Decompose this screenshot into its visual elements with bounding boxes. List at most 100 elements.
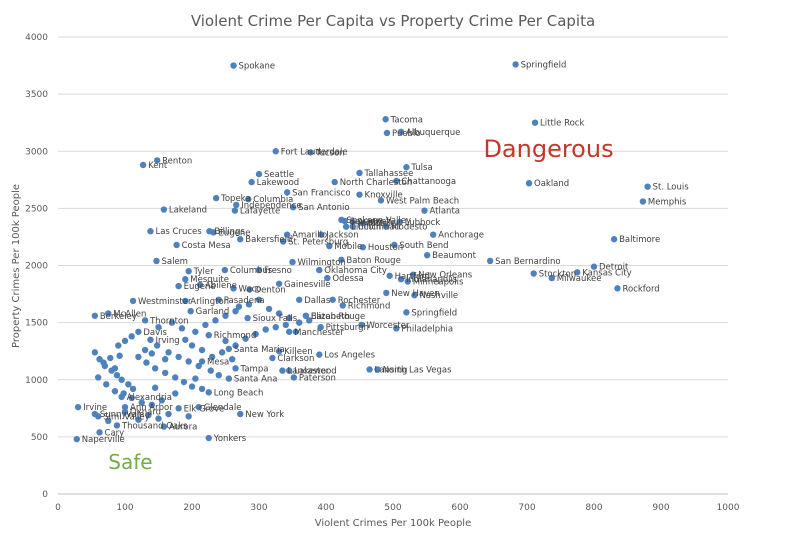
data-point bbox=[100, 359, 107, 366]
data-label: Lubbock bbox=[405, 218, 441, 228]
data-label: Spokane bbox=[239, 62, 276, 72]
data-label: Kansas City bbox=[582, 268, 631, 278]
data-label: Rockford bbox=[622, 284, 659, 294]
data-point bbox=[272, 323, 279, 331]
data-point bbox=[231, 207, 239, 214]
data-point bbox=[316, 351, 323, 358]
data-label: Amarillo bbox=[292, 231, 327, 241]
data-label: Rochester bbox=[338, 296, 381, 306]
data-point bbox=[135, 416, 142, 423]
data-point bbox=[252, 330, 259, 338]
x-axis-label: Violent Crimes Per 100k People bbox=[315, 518, 471, 529]
data-point bbox=[403, 164, 410, 171]
data-point bbox=[188, 383, 196, 390]
data-point bbox=[255, 266, 263, 274]
data-point bbox=[377, 197, 385, 204]
data-label: Jackson bbox=[325, 231, 358, 241]
data-point bbox=[120, 390, 127, 397]
data-point bbox=[188, 342, 196, 349]
data-label: Eugene bbox=[184, 282, 216, 292]
data-label: Atlanta bbox=[429, 207, 460, 217]
data-point bbox=[366, 366, 373, 373]
data-point bbox=[103, 381, 110, 388]
data-label: Paterson bbox=[299, 373, 336, 383]
data-point bbox=[175, 405, 182, 412]
data-point bbox=[307, 149, 314, 156]
data-point bbox=[151, 384, 159, 391]
data-label: Manchester bbox=[294, 328, 344, 338]
data-point bbox=[246, 286, 253, 293]
data-point bbox=[128, 394, 135, 402]
data-label: Long Beach bbox=[214, 388, 264, 398]
data-point bbox=[182, 297, 189, 305]
data-label: Columbus bbox=[230, 266, 273, 276]
data-label: Costa Mesa bbox=[182, 241, 231, 251]
data-point bbox=[349, 223, 356, 230]
data-point bbox=[168, 319, 176, 326]
data-point bbox=[210, 229, 217, 236]
data-label: North Charleston bbox=[340, 178, 412, 188]
data-point bbox=[115, 342, 122, 349]
data-point bbox=[386, 272, 393, 279]
data-point bbox=[208, 353, 216, 361]
data-point bbox=[356, 191, 363, 198]
data-label: Houston bbox=[368, 243, 403, 253]
data-point bbox=[153, 342, 161, 349]
data-point bbox=[349, 218, 356, 226]
data-label: Tucson bbox=[315, 148, 345, 158]
x-tick-label: 200 bbox=[183, 503, 200, 513]
data-point bbox=[639, 198, 647, 205]
data-label: Indianapolis bbox=[406, 275, 458, 285]
data-point bbox=[242, 335, 249, 342]
data-point bbox=[230, 285, 237, 292]
chart-title: Violent Crime Per Capita vs Property Cri… bbox=[191, 12, 595, 30]
data-point bbox=[235, 303, 243, 310]
data-label: Topeka bbox=[220, 194, 251, 204]
data-point bbox=[175, 282, 182, 290]
data-label: Glendale bbox=[204, 403, 242, 413]
data-point bbox=[202, 321, 209, 329]
data-point bbox=[306, 317, 313, 324]
data-label: Garland bbox=[196, 307, 230, 317]
data-point bbox=[165, 349, 172, 356]
data-label: Pasadena bbox=[224, 296, 265, 306]
data-point bbox=[230, 62, 237, 69]
data-point bbox=[196, 281, 204, 289]
data-label: Tyler bbox=[193, 267, 214, 277]
data-point bbox=[73, 435, 80, 443]
data-label: Mobile bbox=[334, 242, 362, 252]
data-point bbox=[244, 314, 251, 322]
data-point bbox=[486, 257, 494, 265]
data-label: New York bbox=[245, 410, 284, 420]
data-point bbox=[248, 178, 255, 186]
data-label: Richmond bbox=[214, 331, 257, 341]
data-point bbox=[111, 365, 119, 372]
data-point bbox=[409, 271, 417, 278]
data-label: Austin bbox=[358, 218, 385, 228]
data-label: Oakland bbox=[534, 179, 569, 189]
data-point bbox=[153, 257, 160, 265]
data-point bbox=[283, 231, 291, 238]
data-point bbox=[121, 408, 129, 415]
data-label: Irvine bbox=[83, 403, 107, 413]
data-point bbox=[356, 169, 363, 177]
data-point bbox=[262, 326, 269, 333]
data-point bbox=[155, 415, 162, 422]
data-point bbox=[129, 297, 137, 305]
data-point bbox=[162, 369, 169, 377]
data-point bbox=[221, 266, 229, 274]
data-label: Elk Grove bbox=[184, 404, 225, 414]
data-point bbox=[359, 244, 367, 251]
data-label: Beaumont bbox=[432, 251, 477, 261]
data-point bbox=[285, 314, 293, 322]
data-label: Savannah bbox=[350, 217, 392, 227]
data-label: Mobile bbox=[368, 219, 396, 229]
data-label: Los Angeles bbox=[324, 351, 375, 361]
data-label: Mesa bbox=[207, 357, 229, 367]
y-tick-labels: 0 500 1000 1500 2000 2500 3000 3500 4000 bbox=[25, 33, 48, 500]
data-point bbox=[341, 217, 348, 225]
data-point bbox=[382, 116, 389, 123]
y-axis-label: Property Crimes Per 100k People bbox=[11, 184, 22, 348]
data-label: Fresno bbox=[264, 266, 292, 276]
data-point bbox=[182, 276, 189, 283]
